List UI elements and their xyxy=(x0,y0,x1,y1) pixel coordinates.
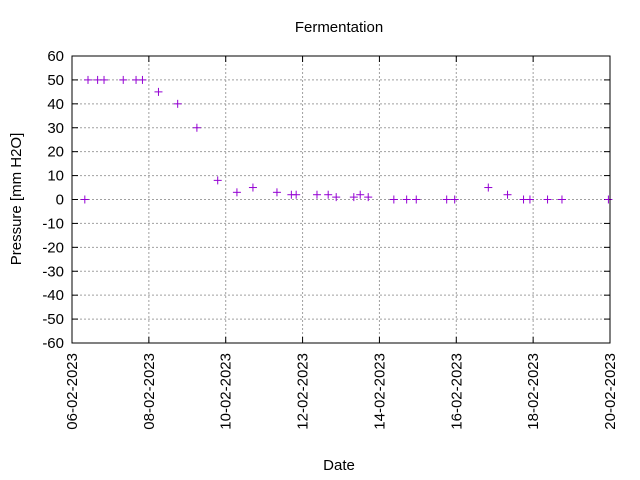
data-point xyxy=(192,123,201,132)
y-tick-label: -60 xyxy=(42,335,64,352)
y-tick-label: -30 xyxy=(42,263,64,280)
y-tick-label: 10 xyxy=(47,168,64,185)
y-axis-label: Pressure [mm H2O] xyxy=(8,133,25,266)
x-tick-label: 10-02-2023 xyxy=(218,353,235,430)
data-point xyxy=(484,183,493,192)
data-point xyxy=(84,75,93,84)
data-point xyxy=(543,195,552,204)
data-point xyxy=(154,87,163,96)
y-tick-label: -50 xyxy=(42,311,64,328)
data-point xyxy=(312,190,321,199)
y-tick-label: 60 xyxy=(47,48,64,65)
data-point xyxy=(356,190,365,199)
x-tick-label: 16-02-2023 xyxy=(448,353,465,430)
data-series xyxy=(80,75,613,204)
data-point xyxy=(232,188,241,197)
data-point xyxy=(272,188,281,197)
x-axis: 06-02-2023 08-02-2023 10-02-2023 12-02-2023… xyxy=(64,56,619,430)
data-point xyxy=(442,195,451,204)
y-tick-label: 20 xyxy=(47,144,64,161)
x-tick-label: 18-02-2023 xyxy=(525,353,542,430)
data-point xyxy=(557,195,566,204)
data-point xyxy=(119,75,128,84)
data-point xyxy=(503,190,512,199)
data-point xyxy=(213,176,222,185)
data-point xyxy=(80,195,89,204)
data-point xyxy=(324,190,333,199)
data-point xyxy=(604,195,613,204)
y-tick-label: -40 xyxy=(42,287,64,304)
data-point xyxy=(332,193,341,202)
chart-title: Fermentation xyxy=(295,19,383,36)
y-tick-label: -10 xyxy=(42,215,64,232)
y-axis: 60 50 40 30 20 10 0 -10 -20 -30 -40 -50 -60 xyxy=(42,48,610,352)
data-point xyxy=(525,195,534,204)
y-tick-label: 0 xyxy=(56,192,64,209)
data-point xyxy=(450,195,459,204)
data-point xyxy=(412,195,421,204)
data-point xyxy=(364,193,373,202)
x-axis-label: Date xyxy=(323,457,355,474)
x-tick-label: 20-02-2023 xyxy=(602,353,619,430)
grid xyxy=(72,56,610,343)
data-point xyxy=(248,183,257,192)
plot-frame xyxy=(71,55,611,344)
y-tick-label: 40 xyxy=(47,96,64,113)
data-point xyxy=(173,99,182,108)
y-tick-label: 30 xyxy=(47,120,64,137)
x-tick-label: 08-02-2023 xyxy=(141,353,158,430)
data-point xyxy=(292,190,301,199)
data-point xyxy=(389,195,398,204)
x-tick-label: 06-02-2023 xyxy=(64,353,81,430)
data-point xyxy=(100,75,109,84)
y-tick-label: -20 xyxy=(42,239,64,256)
x-tick-label: 12-02-2023 xyxy=(295,353,312,430)
x-tick-label: 14-02-2023 xyxy=(371,353,388,430)
data-point xyxy=(402,195,411,204)
data-point xyxy=(349,193,358,202)
y-tick-label: 50 xyxy=(47,72,64,89)
data-point xyxy=(138,75,147,84)
